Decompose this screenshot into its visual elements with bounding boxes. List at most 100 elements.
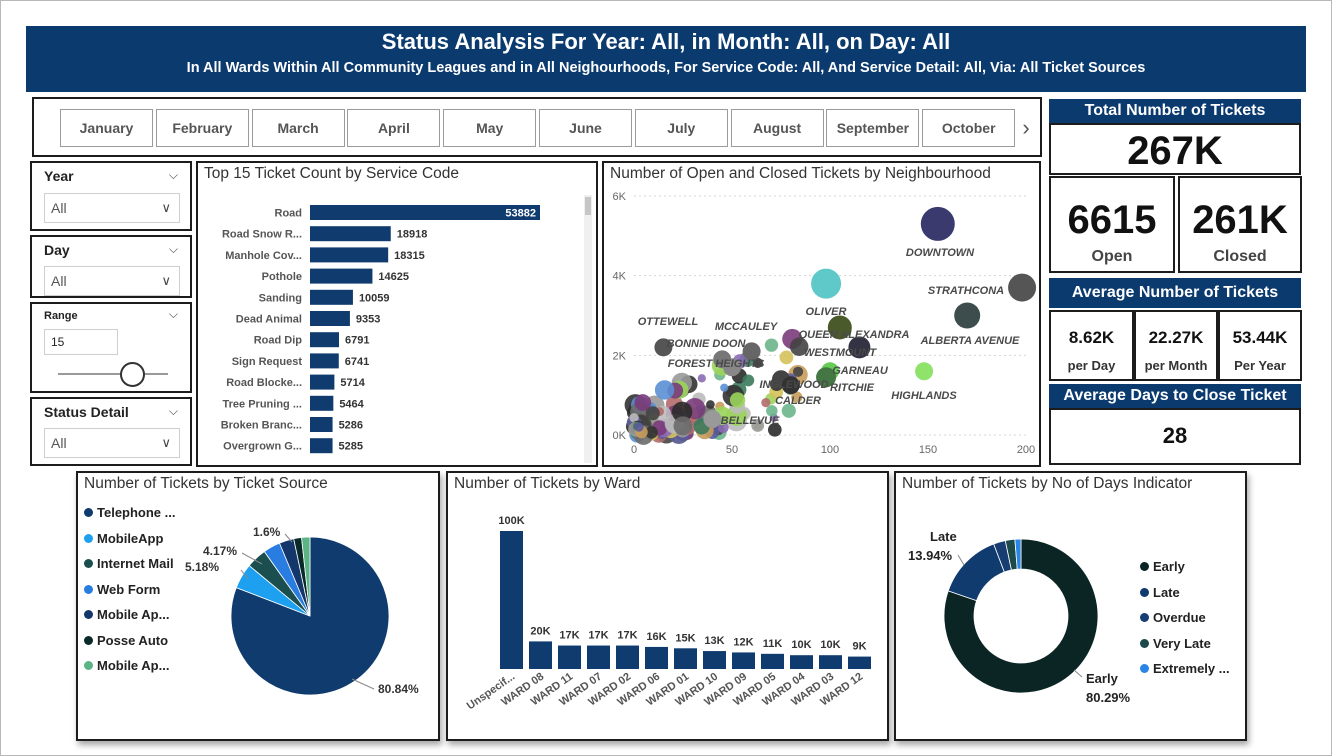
- service-code-bar[interactable]: [310, 205, 540, 220]
- ticket-source-legend-item[interactable]: Web Form: [84, 582, 160, 597]
- days-indicator-slice[interactable]: [947, 543, 1005, 602]
- range-input[interactable]: 15: [44, 329, 118, 355]
- scatter-point[interactable]: [729, 392, 746, 408]
- month-button-july[interactable]: July: [634, 109, 728, 147]
- ward-bar[interactable]: [529, 641, 552, 669]
- service-code-bar[interactable]: [310, 332, 339, 348]
- ward-bar[interactable]: [819, 655, 842, 669]
- service-code-bar[interactable]: [310, 438, 333, 454]
- ward-bar[interactable]: [645, 646, 668, 669]
- scatter-point[interactable]: [767, 422, 782, 437]
- ticket-source-legend-item[interactable]: Mobile Ap...: [84, 607, 169, 622]
- ward-bar[interactable]: [732, 652, 755, 669]
- scatter-point[interactable]: [915, 362, 934, 381]
- chevron-down-icon[interactable]: ⌵: [168, 168, 178, 182]
- days-indicator-slice[interactable]: [1014, 538, 1022, 570]
- scatter-point[interactable]: [654, 338, 673, 357]
- service-code-bar[interactable]: [310, 268, 373, 284]
- scatter-point[interactable]: [827, 315, 852, 340]
- ward-bar[interactable]: [616, 645, 639, 669]
- days-indicator-legend-item[interactable]: Extremely ...: [1140, 661, 1230, 676]
- chevron-right-icon[interactable]: ›: [1022, 115, 1030, 140]
- days-indicator-slice[interactable]: [943, 538, 1099, 694]
- scatter-point[interactable]: [717, 422, 729, 434]
- scatter-point[interactable]: [629, 413, 639, 423]
- ward-bar[interactable]: [500, 531, 523, 669]
- ward-bar[interactable]: [674, 648, 697, 669]
- scatter-point[interactable]: [634, 394, 652, 411]
- service-code-bar[interactable]: [310, 374, 335, 390]
- scatter-point[interactable]: [954, 302, 981, 329]
- scatter-point[interactable]: [779, 350, 794, 365]
- range-slider-track[interactable]: [58, 373, 168, 375]
- service-code-bar[interactable]: [310, 311, 350, 326]
- days-indicator-legend-item[interactable]: Early: [1140, 559, 1185, 574]
- scrollbar-track[interactable]: [584, 195, 592, 463]
- year-dropdown[interactable]: All ∨: [44, 193, 180, 223]
- scatter-point[interactable]: [792, 366, 804, 377]
- month-button-september[interactable]: September: [826, 109, 920, 147]
- scatter-point[interactable]: [703, 410, 722, 429]
- ticket-source-legend-item[interactable]: Posse Auto: [84, 633, 168, 648]
- scatter-point[interactable]: [645, 406, 660, 421]
- scatter-point[interactable]: [654, 380, 675, 400]
- ward-bar[interactable]: [848, 656, 871, 669]
- scatter-point[interactable]: [766, 405, 778, 417]
- ticket-source-legend-item[interactable]: Mobile Ap...: [84, 658, 169, 673]
- day-dropdown[interactable]: All ∨: [44, 266, 180, 296]
- ward-bar[interactable]: [558, 645, 581, 669]
- service-code-bar[interactable]: [310, 417, 333, 432]
- scatter-point[interactable]: [742, 374, 755, 387]
- service-code-bar[interactable]: [310, 289, 353, 305]
- days-indicator-legend-item[interactable]: Very Late: [1140, 636, 1211, 651]
- days-indicator-legend-item[interactable]: Overdue: [1140, 610, 1206, 625]
- scatter-point[interactable]: [645, 426, 658, 439]
- scatter-point[interactable]: [781, 403, 796, 418]
- scatter-point[interactable]: [634, 422, 644, 432]
- scatter-point[interactable]: [723, 358, 741, 377]
- scatter-point[interactable]: [761, 398, 771, 408]
- scatter-point[interactable]: [671, 401, 693, 423]
- scatter-point[interactable]: [720, 383, 729, 392]
- ticket-source-legend-item[interactable]: Telephone ...: [84, 505, 176, 520]
- days-indicator-legend-item[interactable]: Late: [1140, 585, 1180, 600]
- scatter-point[interactable]: [764, 338, 779, 352]
- service-code-bar[interactable]: [310, 247, 389, 263]
- month-button-october[interactable]: October: [922, 109, 1016, 147]
- scatter-point[interactable]: [742, 342, 761, 361]
- scatter-point[interactable]: [1008, 273, 1037, 302]
- scatter-point[interactable]: [789, 337, 809, 357]
- chevron-down-icon[interactable]: ⌵: [168, 242, 178, 256]
- service-code-bar[interactable]: [310, 353, 339, 369]
- ward-bar[interactable]: [587, 645, 610, 669]
- chevron-down-icon[interactable]: ⌵: [168, 307, 178, 321]
- ticket-source-slice[interactable]: [301, 536, 311, 617]
- scatter-point[interactable]: [706, 400, 715, 409]
- month-button-february[interactable]: February: [155, 109, 249, 147]
- scatter-point[interactable]: [791, 391, 803, 403]
- scatter-point[interactable]: [751, 419, 765, 432]
- scrollbar-thumb[interactable]: [585, 197, 591, 215]
- service-code-bar[interactable]: [310, 226, 391, 242]
- scatter-point[interactable]: [811, 268, 842, 299]
- ward-bar[interactable]: [703, 651, 726, 669]
- month-button-january[interactable]: January: [60, 109, 153, 147]
- status-detail-dropdown[interactable]: All ∨: [44, 428, 180, 458]
- month-button-may[interactable]: May: [443, 109, 537, 147]
- scatter-point[interactable]: [697, 374, 706, 383]
- scatter-point[interactable]: [848, 336, 871, 359]
- ward-bar[interactable]: [790, 655, 813, 669]
- chevron-down-icon[interactable]: ⌵: [168, 404, 178, 418]
- scatter-point[interactable]: [920, 206, 955, 241]
- month-button-april[interactable]: April: [347, 109, 441, 147]
- ward-bar[interactable]: [761, 653, 784, 669]
- service-code-bar[interactable]: [310, 395, 334, 411]
- ticket-source-legend-item[interactable]: Internet Mail: [84, 556, 174, 571]
- scatter-point[interactable]: [673, 416, 693, 436]
- month-button-august[interactable]: August: [730, 109, 824, 147]
- range-slider-handle[interactable]: [120, 362, 145, 387]
- scatter-point[interactable]: [816, 367, 837, 388]
- month-button-march[interactable]: March: [251, 109, 345, 147]
- scatter-point[interactable]: [781, 376, 800, 395]
- month-button-june[interactable]: June: [539, 109, 632, 147]
